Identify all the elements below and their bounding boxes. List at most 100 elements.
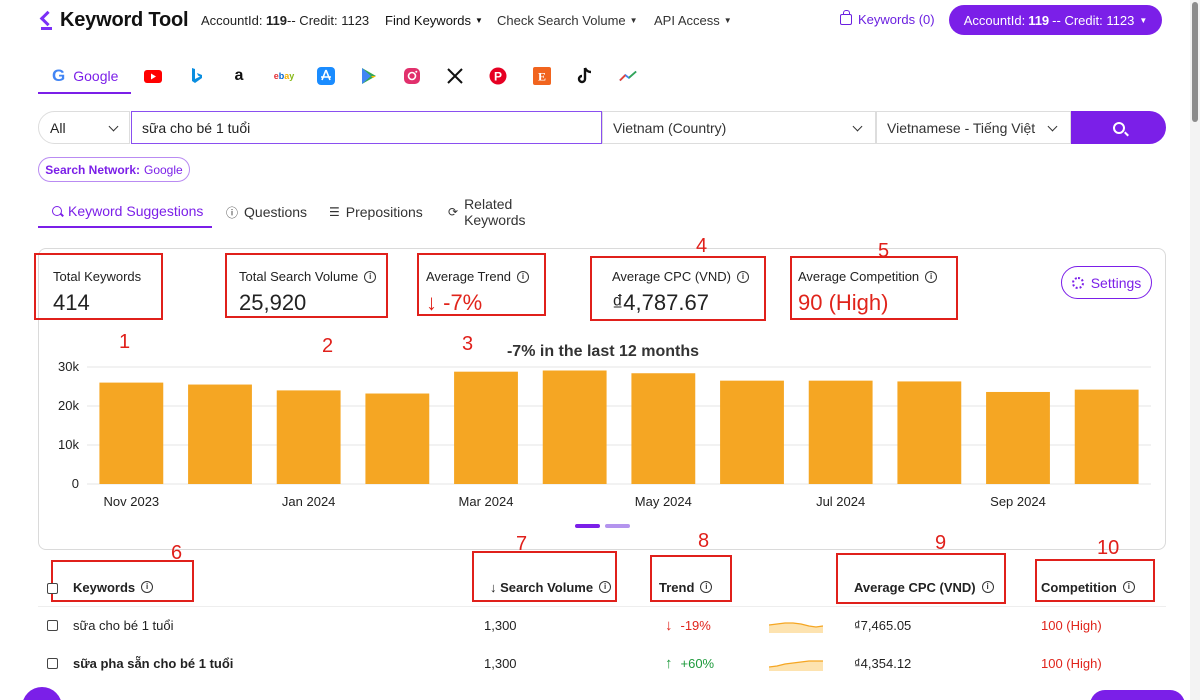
info-icon[interactable]: i — [925, 270, 938, 283]
header-average-cpc-label: Average CPC (VND) — [854, 579, 976, 595]
scrollbar-thumb[interactable] — [1192, 2, 1198, 122]
tab-related-keywords-label: Related Keywords — [464, 196, 526, 228]
x-tick-label: Mar 2024 — [459, 494, 514, 509]
gear-icon — [1071, 276, 1084, 289]
chart-bar-feb-2024[interactable] — [365, 393, 430, 484]
header-search-volume[interactable]: ↓ Search Volume i — [490, 575, 612, 599]
youtube-icon[interactable] — [144, 67, 162, 85]
info-icon[interactable]: i — [599, 581, 612, 593]
row-trend: ↑ +60% — [665, 645, 714, 682]
account-btn-suffix: -- Credit: 1123 — [1052, 12, 1135, 28]
select-all-checkbox[interactable] — [47, 583, 58, 594]
search-type-select[interactable]: All — [38, 111, 130, 144]
x-tick-label: Jan 2024 — [282, 494, 336, 509]
play-store-icon[interactable] — [360, 67, 378, 85]
row-checkbox[interactable] — [47, 620, 58, 631]
app-store-icon[interactable] — [317, 67, 335, 85]
annotation-number-8: 8 — [698, 530, 710, 552]
info-icon[interactable]: i — [736, 270, 749, 283]
carousel-dot[interactable] — [605, 524, 630, 528]
info-icon[interactable]: i — [141, 581, 154, 593]
arrow-up-icon: ↑ — [665, 655, 673, 672]
search-input[interactable]: sữa cho bé 1 tuổi — [131, 111, 602, 144]
row-keyword[interactable]: sữa cho bé 1 tuổi — [73, 618, 174, 633]
find-keywords-label: Find Keywords — [385, 13, 471, 28]
x-tick-label: Sep 2024 — [990, 494, 1046, 509]
amazon-icon[interactable]: a — [234, 67, 244, 84]
annotation-box-7 — [472, 551, 617, 602]
stat-total-keywords-label: Total Keywords — [53, 269, 142, 284]
language-value: Vietnamese - Tiếng Việt — [887, 119, 1036, 136]
header-competition[interactable]: Competition i — [1041, 575, 1135, 599]
info-icon[interactable]: i — [700, 581, 713, 593]
info-icon[interactable]: i — [364, 270, 377, 283]
chart-bar-dec-2023[interactable] — [188, 384, 252, 484]
info-icon[interactable]: i — [517, 270, 530, 283]
stat-total-search-volume: Total Search Volume i 25,920 — [239, 269, 377, 316]
check-search-volume-label: Check Search Volume — [497, 13, 626, 28]
search-icon — [52, 206, 62, 216]
chart-bar-sep-2024[interactable] — [986, 391, 1050, 484]
info-icon[interactable]: i — [981, 581, 994, 593]
tab-questions[interactable]: ⓘ Questions — [226, 196, 307, 228]
etsy-icon[interactable]: E — [533, 67, 551, 85]
keywords-cart[interactable]: Keywords (0) — [840, 10, 935, 27]
account-button[interactable]: AccountId: 119 -- Credit: 1123 ▼ — [949, 5, 1162, 35]
floating-action-button[interactable] — [1090, 690, 1185, 700]
search-network-chip[interactable]: Search Network: Google — [38, 157, 190, 182]
settings-label: Settings — [1090, 274, 1142, 291]
caret-down-icon: ▼ — [723, 16, 732, 25]
chart-bar-jul-2024[interactable] — [808, 380, 873, 484]
info-icon[interactable]: i — [1122, 581, 1135, 593]
tab-keyword-suggestions[interactable]: Keyword Suggestions — [38, 196, 212, 228]
chart-bar-aug-2024[interactable] — [897, 381, 962, 484]
bing-icon[interactable] — [188, 67, 206, 85]
tab-related-keywords[interactable]: ⟳ Related Keywords — [448, 196, 526, 228]
scrollbar[interactable] — [1190, 0, 1200, 700]
country-select[interactable]: Vietnam (Country) — [602, 111, 876, 144]
x-icon[interactable] — [446, 67, 464, 85]
annotation-box-9 — [836, 553, 1006, 604]
chat-widget-button[interactable] — [22, 687, 62, 700]
annotation-number-10: 10 — [1097, 537, 1120, 559]
row-trend-sparkline — [769, 660, 823, 671]
logo[interactable]: Keyword Tool — [40, 9, 189, 32]
api-access-menu[interactable]: API Access ▼ — [654, 13, 732, 28]
stat-average-trend-value: ↓ -7% — [426, 290, 483, 315]
header-average-cpc[interactable]: Average CPC (VND) i — [854, 575, 994, 599]
search-button[interactable] — [1071, 111, 1166, 144]
row-competition: 100 (High) — [1041, 618, 1102, 633]
annotation-box-3 — [417, 253, 546, 316]
tiktok-icon[interactable] — [576, 67, 594, 85]
chart-bar-may-2024[interactable] — [631, 373, 696, 484]
logo-mark-icon — [40, 10, 54, 32]
header-trend[interactable]: Trend i — [659, 575, 713, 599]
top-nav: Keyword Tool AccountId: 119-- Credit: 11… — [0, 0, 1190, 42]
row-checkbox[interactable] — [47, 658, 58, 669]
pinterest-icon[interactable]: P — [489, 67, 507, 85]
caret-down-icon: ▼ — [1139, 15, 1148, 25]
chart-bar-jun-2024[interactable] — [720, 380, 784, 484]
chart-bar-oct-2024[interactable] — [1074, 389, 1139, 484]
chart-bar-mar-2024[interactable] — [454, 371, 518, 484]
annotation-box-6 — [51, 560, 194, 602]
x-tick-label: Nov 2023 — [104, 494, 160, 509]
chart-bar-jan-2024[interactable] — [276, 390, 341, 484]
trends-icon[interactable] — [619, 67, 637, 85]
chart-bar-nov-2023[interactable] — [99, 382, 164, 484]
tab-prepositions[interactable]: ☰ Prepositions — [329, 196, 423, 228]
chart-bar-apr-2024[interactable] — [542, 370, 607, 484]
carousel-dot-active[interactable] — [575, 524, 600, 528]
check-search-volume-menu[interactable]: Check Search Volume ▼ — [497, 13, 638, 28]
row-keyword[interactable]: sữa pha sẵn cho bé 1 tuổi — [73, 656, 234, 671]
account-btn-prefix: AccountId: — [963, 12, 1026, 28]
instagram-icon[interactable] — [403, 67, 421, 85]
find-keywords-menu[interactable]: Find Keywords ▼ — [385, 13, 483, 28]
language-select[interactable]: Vietnamese - Tiếng Việt — [876, 111, 1071, 144]
header-keywords[interactable]: Keywords i — [73, 575, 154, 599]
caret-down-icon: ▼ — [629, 16, 638, 25]
question-circle-icon: ⓘ — [226, 205, 239, 220]
settings-button[interactable]: Settings — [1061, 266, 1152, 299]
tab-google[interactable]: G Google — [38, 60, 131, 94]
